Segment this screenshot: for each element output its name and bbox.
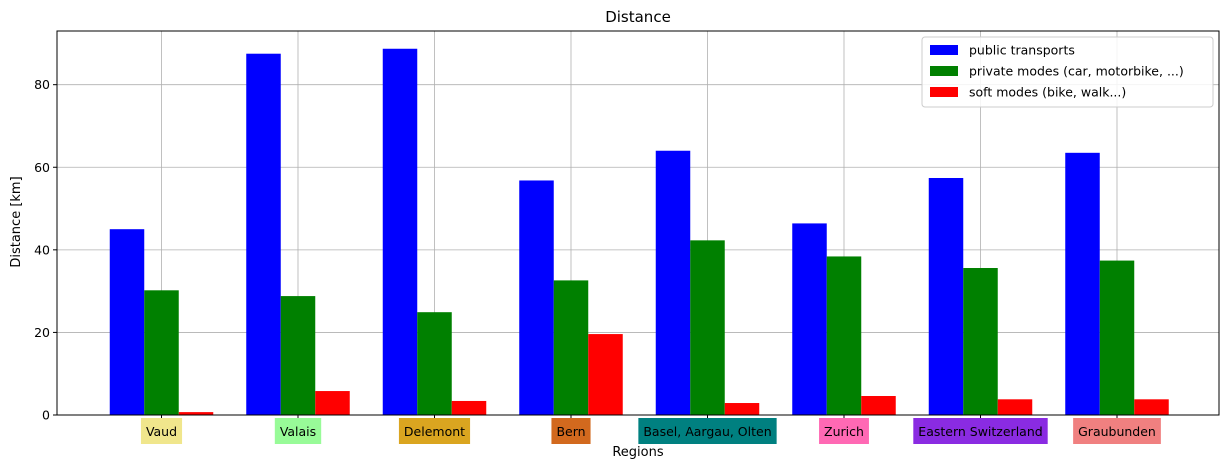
bar	[1065, 152, 1100, 415]
x-tick-label: Eastern Switzerland	[918, 424, 1042, 439]
bar	[417, 312, 452, 415]
bar	[382, 48, 418, 416]
bar	[928, 177, 964, 415]
category-label-box	[1073, 418, 1161, 444]
category-label: Eastern Switzerland	[913, 418, 1048, 444]
legend-swatch	[930, 45, 958, 55]
x-tick-label: Valais	[280, 424, 316, 439]
legend-swatch	[930, 66, 958, 76]
category-label: Graubunden	[1073, 418, 1161, 444]
y-tick-label: 20	[34, 325, 50, 340]
bar	[519, 180, 554, 415]
category-label-box	[638, 418, 777, 444]
legend-entry: public transports	[969, 43, 1075, 58]
y-tick-label: 60	[34, 160, 50, 175]
bar	[1099, 260, 1135, 415]
category-label-box	[274, 418, 322, 444]
bar	[109, 229, 145, 415]
bar	[1134, 399, 1169, 415]
bar	[655, 150, 691, 415]
x-axis-ticks: Vaud Valais Delemont Bern Basel, Aargau, Olt…	[140, 415, 1161, 444]
bar	[553, 280, 589, 415]
legend: public transports private modes (car, mot…	[921, 36, 1214, 108]
category-label: Delemont	[398, 418, 471, 444]
bar	[690, 240, 725, 415]
bar	[588, 334, 623, 415]
bar	[963, 268, 998, 415]
category-label: Bern	[551, 418, 591, 444]
category-label-box	[140, 418, 183, 444]
x-axis-label: Regions	[612, 445, 664, 460]
chart-title: Distance	[605, 8, 671, 26]
bars	[109, 48, 1169, 416]
y-tick-label: 0	[42, 408, 50, 423]
x-tick-label: Graubunden	[1078, 424, 1156, 439]
category-label-box	[398, 418, 471, 444]
category-label: Vaud	[140, 418, 183, 444]
bar	[178, 412, 214, 415]
x-tick-label: Bern	[556, 424, 585, 439]
legend-entry: private modes (car, motorbike, ...)	[969, 64, 1184, 79]
legend-box	[921, 36, 1214, 108]
y-tick-label: 80	[34, 77, 50, 92]
y-tick-label: 40	[34, 242, 50, 257]
category-label-box	[913, 418, 1048, 444]
legend-swatch	[930, 87, 958, 97]
category-label-box	[819, 418, 869, 444]
bar	[724, 403, 760, 415]
legend-entry: soft modes (bike, walk...)	[969, 85, 1126, 100]
y-axis-ticks: 0 20 40 60 80	[34, 77, 57, 423]
bar	[315, 391, 350, 415]
bar	[792, 223, 827, 415]
x-tick-label: Delemont	[404, 424, 465, 439]
category-label: Valais	[274, 418, 322, 444]
bar	[144, 290, 179, 415]
bar	[451, 400, 487, 415]
category-label-box	[551, 418, 591, 444]
y-axis-label: Distance [km]	[9, 176, 24, 267]
category-label: Zurich	[819, 418, 869, 444]
bar	[246, 53, 281, 415]
bar	[280, 296, 316, 415]
x-tick-label: Basel, Aargau, Olten	[643, 424, 771, 439]
bar	[861, 396, 896, 415]
x-tick-label: Zurich	[824, 424, 864, 439]
category-label: Basel, Aargau, Olten	[638, 418, 777, 444]
plot-area-frame	[56, 30, 1220, 416]
bar	[997, 399, 1033, 415]
x-tick-label: Vaud	[146, 424, 177, 439]
bar	[826, 256, 862, 415]
